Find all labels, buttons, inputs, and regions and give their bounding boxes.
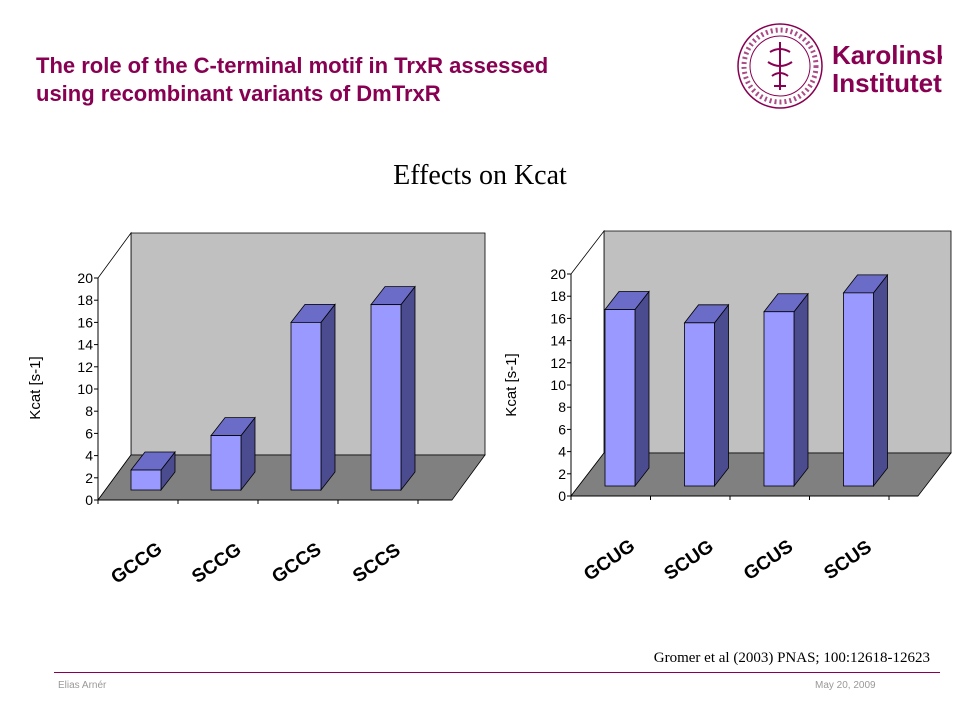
x-category-label: SCCG [188,539,245,588]
bar-chart-1: 0 2 4 6 8 10 12 14 16 18 20 Kcat [s-1] GCCG SCCG GCCS S… [27,231,486,589]
x-category-label: SCUG [661,536,718,585]
y-tick-label: 12 [550,355,566,371]
x-category-label: GCUG [580,536,639,586]
y-tick-label: 4 [558,444,566,460]
x-category-label: SCUS [820,537,875,584]
y-tick-label: 8 [558,399,566,415]
x-category-label: GCUS [740,536,797,585]
y-tick-label: 10 [550,377,566,393]
x-category-label: GCCS [268,539,325,588]
y-tick-label: 18 [550,288,566,304]
y-tick-label: 16 [550,310,566,326]
karolinska-logo: Karolinska Institutet [737,23,942,109]
y-tick-label: 16 [77,314,93,330]
footer-divider [54,672,940,673]
bar-front [290,321,322,491]
bar-scug [683,303,730,488]
bar-gccs [290,303,336,492]
footer-author: Elias Arnér [58,680,107,691]
y-tick-label: 10 [77,381,93,397]
bar-front [763,311,795,487]
y-tick-label: 20 [550,266,566,282]
bar-side [873,273,888,488]
y-tick-label: 6 [558,421,566,437]
bar-front [604,309,636,487]
bar-gcus [763,292,809,488]
bar-gcug [604,290,650,488]
bar-front [684,322,715,487]
y-axis-label: Kcat [s-1] [503,353,520,416]
bar-gccg [130,450,176,492]
y-tick-label: 18 [77,292,93,308]
y-tick-label: 14 [550,333,566,349]
bar-side [400,285,416,492]
y-axis-label: Kcat [s-1] [27,356,44,419]
slide-title-line-2: using recombinant variants of DmTrxR [36,81,441,106]
bar-chart-2: 0 2 4 6 8 10 12 14 16 18 20 Kcat [s-1] GCUG SCUG GCUS S… [503,229,952,586]
y-tick-label: 2 [85,470,93,486]
bar-side [634,290,650,488]
y-tick-label: 4 [85,448,93,464]
y-tick-label: 20 [77,270,93,286]
logo-wordmark-line-2: Institutet [832,68,942,98]
y-tick-label: 6 [85,425,93,441]
footer-date: May 20, 2009 [815,680,876,691]
bar-side [714,303,729,488]
chart-heading: Effects on Kcat [393,160,567,191]
bar-front [210,435,242,491]
y-tick-label: 14 [77,337,93,353]
logo-wordmark-line-1: Karolinska [832,40,942,70]
bar-front [130,469,162,491]
bar-front [843,292,874,487]
y-tick-label: 2 [558,466,566,482]
y-tick-label: 12 [77,359,93,375]
bar-front [370,304,402,491]
bar-side [793,292,809,488]
bar-sccs [370,285,416,492]
slide-title-line-1: The role of the C-terminal motif in TrxR… [36,53,549,78]
y-tick-label: 0 [85,492,93,508]
bar-sccg [210,416,256,492]
y-tick-label: 8 [85,403,93,419]
chart-side-wall [570,229,605,498]
bar-side [320,303,336,492]
chart-side-wall [97,231,132,502]
x-category-label: SCCS [349,540,404,587]
citation: Gromer et al (2003) PNAS; 100:12618-1262… [653,650,930,666]
seal-icon [737,23,823,109]
bar-scus [842,273,889,488]
y-tick-label: 0 [558,488,566,504]
slide-title: The role of the C-terminal motif in TrxR… [36,52,696,108]
x-category-label: GCCG [107,539,166,589]
